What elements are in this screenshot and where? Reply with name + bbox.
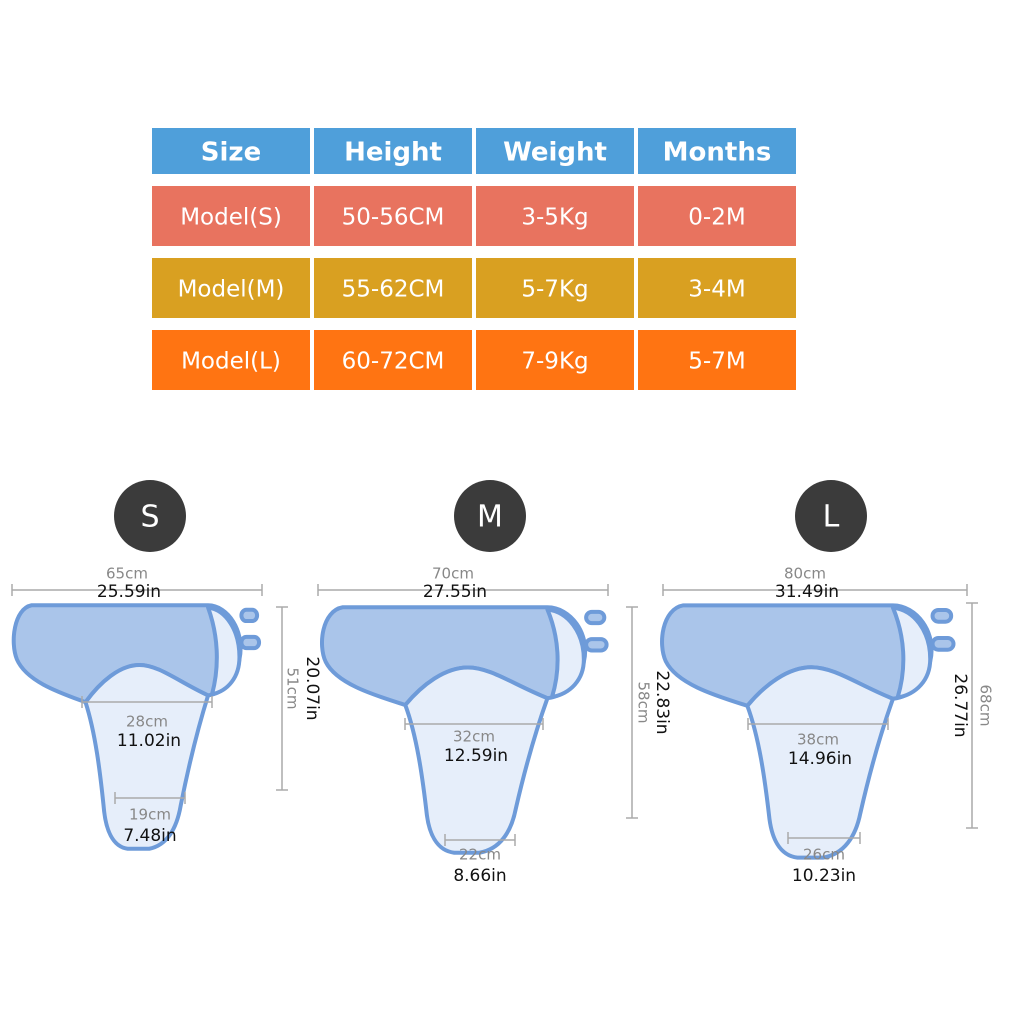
swaddle-tab — [586, 639, 606, 650]
height-in: 20.07in — [302, 656, 322, 720]
table-cell — [476, 258, 634, 318]
width-cm: 70cm — [432, 565, 474, 583]
mid-in: 14.96in — [788, 749, 852, 769]
header-cell — [314, 128, 472, 174]
table-cell — [476, 186, 634, 246]
cell-text: 60-72CM — [342, 349, 445, 375]
header-cell — [476, 128, 634, 174]
swaddle-tab — [933, 638, 954, 650]
swaddle — [14, 605, 259, 848]
swaddle-pouch — [747, 667, 893, 857]
cell-text: 5-7M — [688, 349, 745, 375]
swaddle-pouch — [86, 665, 209, 849]
swaddle-tab — [241, 610, 257, 621]
table-cell — [314, 330, 472, 390]
size-badge — [114, 480, 186, 552]
cell-text: 7-9Kg — [521, 349, 588, 375]
swaddle-pouch — [405, 668, 547, 853]
swaddle-head — [547, 610, 583, 698]
cell-text: Model(S) — [180, 205, 282, 231]
size-letter: S — [140, 500, 159, 535]
width-cm: 80cm — [784, 565, 826, 583]
height-in: 26.77in — [950, 673, 970, 737]
size-letter: L — [823, 500, 840, 535]
header-text: Height — [344, 138, 442, 168]
bottom-cm: 26cm — [803, 846, 845, 864]
width-in: 27.55in — [423, 582, 487, 602]
header-cell — [152, 128, 310, 174]
size-letter: M — [477, 500, 503, 535]
header-cell — [638, 128, 796, 174]
height-cm: 51cm — [284, 668, 302, 710]
bottom-cm: 19cm — [129, 806, 171, 824]
cell-text: Model(L) — [181, 349, 281, 375]
table-cell — [314, 258, 472, 318]
swaddle-head — [893, 608, 930, 698]
size-badge — [795, 480, 867, 552]
table-cell — [476, 330, 634, 390]
table-cell — [152, 186, 310, 246]
mid-cm: 28cm — [126, 713, 168, 731]
header-text: Months — [663, 138, 772, 168]
bottom-cm: 22cm — [459, 846, 501, 864]
mid-cm: 32cm — [453, 728, 495, 746]
header-text: Weight — [503, 138, 607, 168]
mid-cm: 38cm — [797, 731, 839, 749]
bottom-in: 8.66in — [453, 866, 506, 886]
table-cell — [314, 186, 472, 246]
height-cm: 68cm — [977, 685, 995, 727]
cell-text: 55-62CM — [342, 277, 445, 303]
table-cell — [152, 258, 310, 318]
cell-text: 0-2M — [688, 205, 745, 231]
cell-text: 5-7Kg — [521, 277, 588, 303]
swaddle-tab — [933, 610, 952, 622]
swaddle — [662, 605, 953, 857]
bottom-in: 10.23in — [792, 866, 856, 886]
table-cell — [638, 186, 796, 246]
swaddle-head — [208, 608, 239, 695]
table-cell — [152, 330, 310, 390]
swaddle-tab — [586, 612, 604, 623]
swaddle-tab — [241, 637, 259, 648]
mid-in: 12.59in — [444, 746, 508, 766]
cell-text: Model(M) — [178, 277, 285, 303]
mid-in: 11.02in — [117, 731, 181, 751]
size-badge — [454, 480, 526, 552]
width-in: 25.59in — [97, 582, 161, 602]
table-cell — [638, 258, 796, 318]
table-cell — [638, 330, 796, 390]
swaddle — [322, 607, 607, 852]
cell-text: 3-5Kg — [521, 205, 588, 231]
height-cm: 58cm — [635, 682, 653, 724]
width-in: 31.49in — [775, 582, 839, 602]
header-text: Size — [201, 138, 261, 168]
bottom-in: 7.48in — [123, 826, 176, 846]
cell-text: 50-56CM — [342, 205, 445, 231]
width-cm: 65cm — [106, 565, 148, 583]
cell-text: 3-4M — [688, 277, 745, 303]
height-in: 22.83in — [652, 670, 672, 734]
